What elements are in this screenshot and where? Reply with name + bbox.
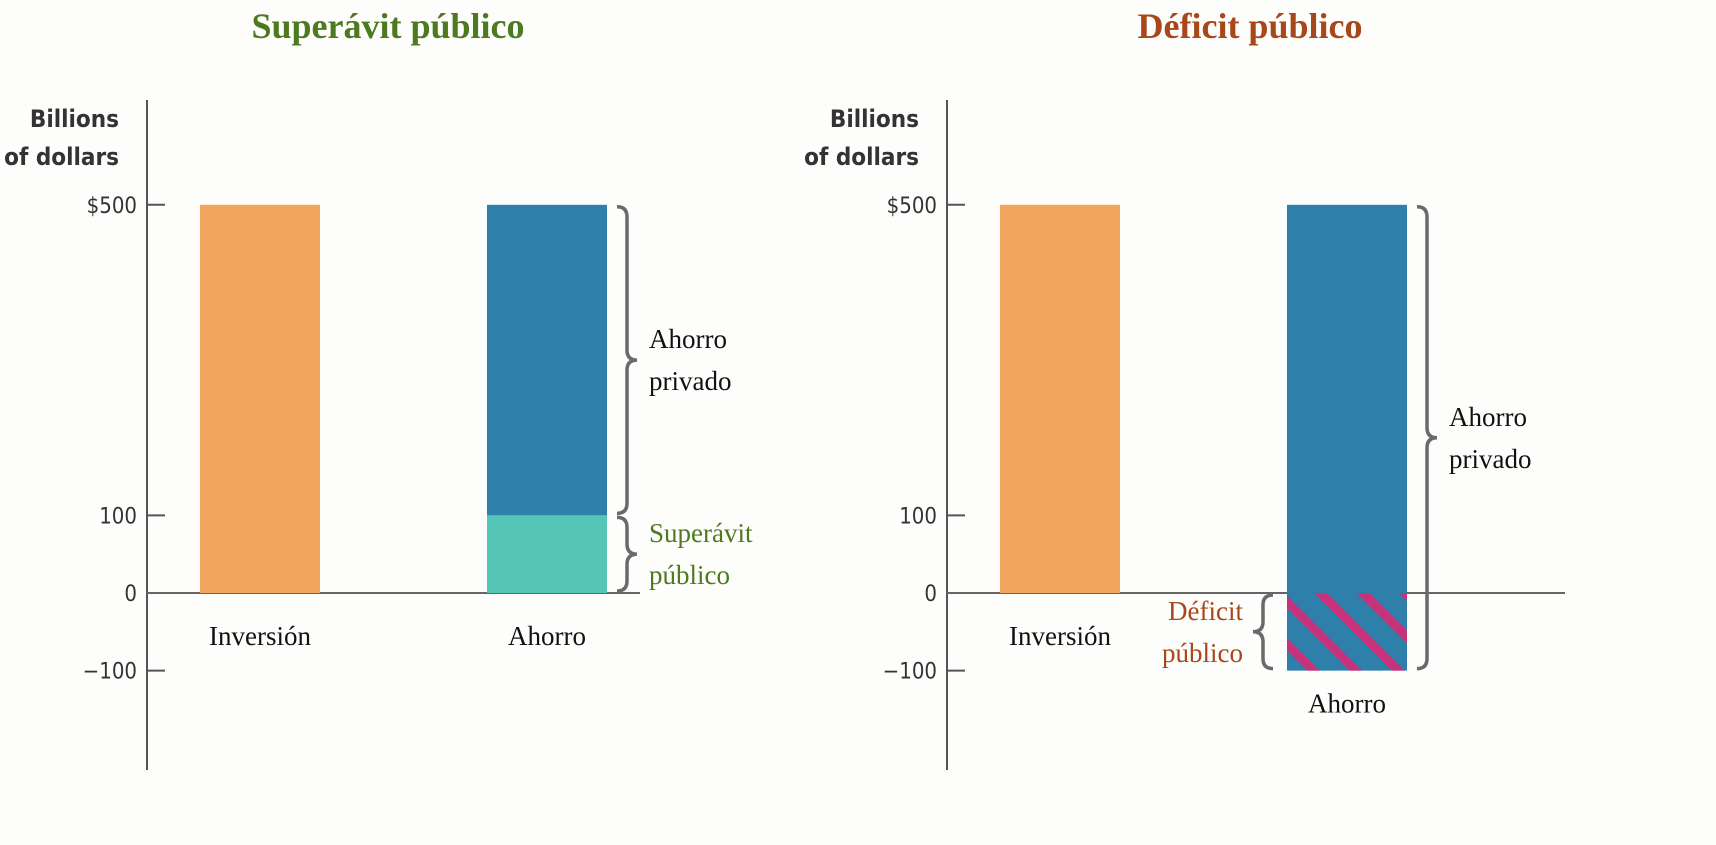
- y-tick-label: $500: [887, 194, 937, 219]
- chart-title: Déficit público: [1138, 6, 1363, 46]
- annotation: Superávit público: [649, 518, 753, 591]
- y-axis-label: Billions: [830, 105, 919, 133]
- y-tick-label: −100: [83, 660, 137, 685]
- annotation: Ahorro privado: [649, 324, 732, 397]
- annotation: Déficit público: [1162, 595, 1243, 668]
- x-tick-label: Inversión: [209, 621, 311, 651]
- y-tick-label: 0: [924, 582, 937, 607]
- y-tick-label: 100: [899, 504, 937, 529]
- y-axis-label: of dollars: [804, 143, 919, 171]
- y-axis-label: Billions: [30, 105, 119, 133]
- y-axis-label: of dollars: [4, 143, 119, 171]
- chart-title: Superávit público: [251, 6, 524, 46]
- x-tick-label: Ahorro: [1308, 689, 1386, 719]
- x-tick-label: Inversión: [1009, 621, 1111, 651]
- brace: [616, 205, 638, 516]
- y-tick-label: −100: [883, 660, 937, 685]
- bar-segment: [487, 515, 607, 593]
- y-tick-label: 100: [99, 504, 137, 529]
- y-tick-label: $500: [87, 194, 137, 219]
- bar-segment: [1000, 204, 1120, 593]
- brace: [1252, 593, 1274, 671]
- annotation: Ahorro privado: [1449, 401, 1532, 474]
- bar-segment: [200, 204, 320, 593]
- x-tick-label: Ahorro: [508, 621, 586, 651]
- brace: [1416, 205, 1438, 671]
- brace: [616, 515, 638, 593]
- bar-segment: [487, 204, 607, 516]
- y-tick-label: 0: [124, 582, 137, 607]
- bar-segment: [1287, 592, 1407, 671]
